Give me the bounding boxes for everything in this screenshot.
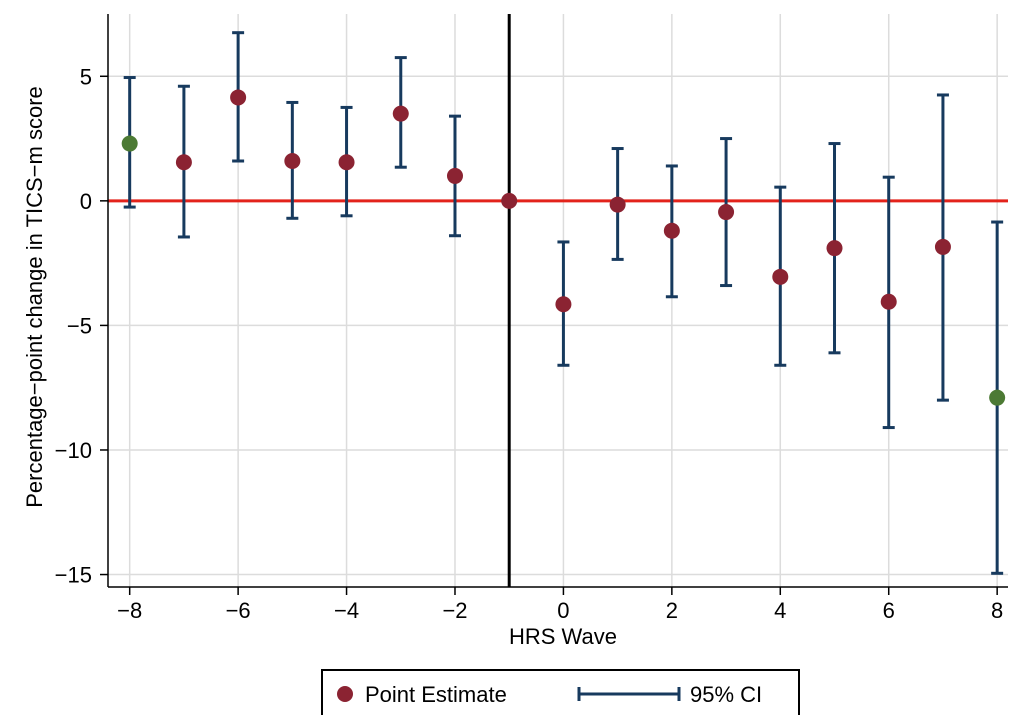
point-estimate-16 <box>989 389 1006 406</box>
legend-ci-marker <box>577 687 681 701</box>
legend-point-marker <box>337 686 353 702</box>
x-tick-label-3: −2 <box>442 598 467 623</box>
x-tick-label-7: 6 <box>883 598 895 623</box>
point-estimate-15 <box>934 238 951 255</box>
x-tick-label-4: 0 <box>557 598 569 623</box>
x-tick-label-6: 4 <box>774 598 786 623</box>
point-estimate-12 <box>772 268 789 285</box>
point-estimate-1 <box>175 154 192 171</box>
y-ticks: 5 0 −5 −10 −15 <box>55 64 108 588</box>
point-estimate-2 <box>230 89 247 106</box>
x-ticks: −8 −6 −4 −2 0 2 4 6 8 <box>117 587 1003 623</box>
x-axis-title: HRS Wave <box>509 624 617 649</box>
y-tick-label-0: 5 <box>80 64 92 89</box>
point-estimate-0 <box>121 135 138 152</box>
legend: Point Estimate 95% CI <box>321 669 800 719</box>
point-estimate-11 <box>718 204 735 221</box>
point-estimate-3 <box>284 152 301 169</box>
x-tick-label-0: −8 <box>117 598 142 623</box>
legend-point-label: Point Estimate <box>365 682 507 707</box>
x-tick-label-8: 8 <box>991 598 1003 623</box>
y-tick-label-4: −15 <box>55 563 92 588</box>
point-estimate-7 <box>501 192 518 209</box>
y-tick-label-3: −10 <box>55 438 92 463</box>
x-tick-label-2: −4 <box>334 598 359 623</box>
point-estimate-6 <box>446 167 463 184</box>
point-estimate-9 <box>609 196 626 213</box>
y-tick-label-1: 0 <box>80 189 92 214</box>
point-estimate-5 <box>392 105 409 122</box>
x-tick-label-1: −6 <box>226 598 251 623</box>
point-estimate-10 <box>663 222 680 239</box>
x-tick-label-5: 2 <box>666 598 678 623</box>
point-estimate-13 <box>826 240 843 257</box>
axes <box>107 14 1008 588</box>
point-estimate-14 <box>880 293 897 310</box>
y-axis-title: Percentage−point change in TICS−m score <box>22 86 47 508</box>
point-estimate-4 <box>338 154 355 171</box>
y-tick-label-2: −5 <box>67 313 92 338</box>
reference-lines <box>108 14 1008 587</box>
legend-ci-label: 95% CI <box>690 682 762 707</box>
point-estimate-8 <box>555 296 572 313</box>
point-layer <box>121 89 1006 406</box>
